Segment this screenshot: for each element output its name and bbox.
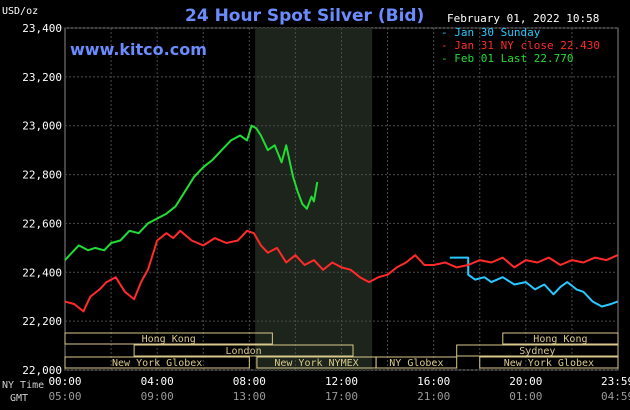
ny-time-label: NY Time — [2, 380, 44, 391]
session-box — [64, 356, 250, 369]
x-tick-label-gmt: 01:00 — [509, 390, 542, 403]
y-tick-label: 22,200 — [22, 315, 62, 328]
x-tick-label-ny: 04:00 — [141, 375, 174, 388]
legend-swatch: - — [441, 52, 448, 65]
gmt-time-label: GMT — [10, 393, 28, 404]
x-tick-label-gmt: 04:59 — [601, 390, 630, 403]
y-tick-label: 22,000 — [22, 364, 62, 377]
legend-item-jan31: - Jan 31 NY close 22.430 — [441, 39, 600, 52]
y-tick-label: 22,400 — [22, 266, 62, 279]
y-tick-label: 22,600 — [22, 217, 62, 230]
session-box — [479, 356, 619, 369]
x-tick-label-gmt: 13:00 — [233, 390, 266, 403]
x-tick-label-gmt: 05:00 — [48, 390, 81, 403]
session-label: Hong Kong — [533, 334, 587, 345]
x-tick-label-gmt: 21:00 — [417, 390, 450, 403]
chart-datetime: February 01, 2022 10:58 — [447, 12, 600, 25]
x-tick-label-ny: 20:00 — [509, 375, 542, 388]
legend-swatch: - — [441, 26, 448, 39]
session-label: London — [226, 346, 262, 357]
site-url-label[interactable]: www.kitco.com — [70, 40, 207, 59]
legend-label: Jan 31 NY close 22.430 — [454, 39, 600, 52]
legend-label: Feb 01 Last 22.770 — [454, 52, 574, 65]
y-tick-label: 22,800 — [22, 169, 62, 182]
session-box — [64, 332, 273, 345]
legend-swatch: - — [441, 39, 448, 52]
session-label: New York Globex — [112, 358, 202, 369]
x-tick-label-ny: 23:59 — [601, 375, 630, 388]
session-label: New York NYMEX — [274, 358, 358, 369]
y-tick-label: 23,000 — [22, 120, 62, 133]
session-box — [456, 344, 619, 357]
session-box — [502, 332, 619, 345]
session-box — [375, 356, 458, 369]
legend-item-jan30: - Jan 30 Sunday — [441, 26, 600, 39]
y-tick-label: 23,200 — [22, 71, 62, 84]
x-tick-label-ny: 00:00 — [48, 375, 81, 388]
series-line-2 — [64, 124, 319, 261]
session-label: Sydney — [519, 346, 555, 357]
y-axis-unit-label: USD/oz — [2, 6, 39, 17]
legend-item-feb01: - Feb 01 Last 22.770 — [441, 52, 600, 65]
series-line-1 — [64, 229, 618, 313]
x-tick-label-gmt: 09:00 — [141, 390, 174, 403]
x-tick-label-gmt: 17:00 — [325, 390, 358, 403]
session-label: Hong Kong — [142, 334, 196, 345]
session-label: NY Globex — [389, 358, 443, 369]
series-line-0 — [449, 256, 618, 308]
x-tick-label-ny: 08:00 — [233, 375, 266, 388]
y-tick-label: 23,400 — [22, 22, 62, 35]
chart-title: 24 Hour Spot Silver (Bid) — [185, 6, 425, 26]
session-label: New York Globex — [504, 358, 594, 369]
x-tick-label-ny: 12:00 — [325, 375, 358, 388]
legend-label: Jan 30 Sunday — [454, 26, 541, 39]
chart-legend: - Jan 30 Sunday - Jan 31 NY close 22.430… — [441, 26, 600, 65]
session-box — [133, 344, 354, 357]
x-tick-label-ny: 16:00 — [417, 375, 450, 388]
